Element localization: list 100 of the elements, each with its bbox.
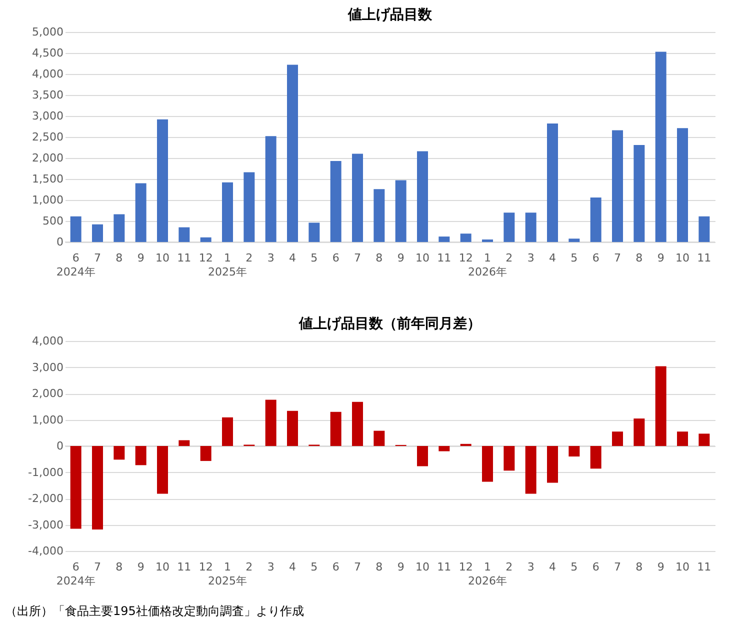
x-tick-label: 11 (177, 252, 192, 264)
bar (590, 446, 602, 469)
bar (374, 430, 385, 446)
chart-title: 値上げ品目数（前年同月差） (298, 316, 481, 332)
x-tick-label: 11 (177, 560, 192, 574)
text: （出所）「食品主要195社価格改定動向調査」より作成 (5, 604, 304, 618)
y-tick-label: -4,000 (28, 544, 64, 558)
x-tick-label: 3 (267, 560, 274, 574)
x-tick-label: 10 (416, 252, 430, 264)
bar (482, 239, 493, 242)
x-tick-label: 6 2024年 (56, 252, 96, 278)
x-tick-label: 6 (592, 560, 600, 574)
x-tick-label: 7 (94, 560, 101, 574)
bar (178, 440, 190, 446)
x-tick-label: 4 (549, 252, 556, 264)
x-tick-label: 12 (198, 252, 213, 264)
x-tick-label: 11 (697, 252, 712, 264)
x-tick-label: 11 (437, 252, 452, 264)
bar (330, 412, 342, 446)
bar (70, 446, 82, 529)
bar (590, 197, 602, 242)
bar (352, 402, 363, 446)
x-tick-label: 6 (332, 560, 340, 574)
x-tick-label: 7 (94, 252, 101, 264)
y-tick-label: 4,000 (32, 334, 64, 348)
x-tick-label: 10 (676, 560, 690, 574)
y-tick-label: 3,500 (32, 88, 64, 102)
x-tick-label: 8 (636, 560, 643, 574)
x-tick-label: 3 (267, 252, 274, 264)
bar (655, 366, 666, 446)
x-tick-label: 5 (570, 560, 578, 574)
y-tick-label: 500 (42, 214, 64, 228)
x-tick-label: 9 (397, 252, 404, 264)
x-tick-label: 3 (527, 560, 534, 574)
y-tick-label: 3,000 (32, 110, 64, 122)
x-tick-label: 2 (506, 560, 513, 574)
bar (287, 410, 298, 446)
x-tick-label: 5 (570, 252, 578, 264)
x-tick-label: 11 (437, 560, 452, 574)
bar (698, 434, 710, 446)
y-tick-label: 1,500 (32, 172, 64, 186)
x-tick-label: 4 (549, 560, 556, 574)
x-tick-label: 9 (137, 252, 144, 264)
x-tick-label: 2 (246, 252, 253, 264)
bar (352, 154, 363, 242)
bar (547, 446, 558, 483)
x-tick-label: 5 (310, 252, 318, 264)
x-tick-label: 12 (198, 560, 213, 574)
bar (395, 180, 406, 242)
bar (525, 446, 536, 494)
x-tick-label: 7 (614, 252, 621, 264)
bar (634, 144, 645, 242)
bar (482, 446, 493, 482)
bar (222, 182, 233, 242)
bar (525, 212, 536, 242)
bar (417, 151, 428, 242)
x-tick-label: 6 (592, 252, 600, 264)
bar (504, 212, 515, 242)
y-tick-label: 2,000 (32, 387, 64, 400)
bar (70, 216, 82, 242)
x-tick-label: 7 (614, 560, 621, 574)
x-tick-label: 4 (289, 560, 296, 574)
x-tick-label: 8 (376, 560, 383, 574)
bar (568, 238, 580, 242)
y-tick-label: 0 (56, 236, 64, 248)
x-tick-label: 9 (657, 252, 664, 264)
bar (677, 432, 688, 446)
bar (330, 160, 342, 242)
x-tick-label: 5 (310, 560, 318, 574)
y-tick-label: -2,000 (28, 492, 64, 505)
x-tick-label: 6 (332, 252, 340, 264)
y-tick-label: -3,000 (28, 518, 64, 532)
y-tick-label: 2,500 (32, 130, 64, 144)
y-tick-label: 4,500 (32, 46, 64, 60)
y-tick-label: 4,000 (32, 68, 64, 80)
bar (547, 124, 558, 242)
bar (568, 446, 580, 456)
bar (114, 446, 125, 460)
bar (135, 446, 146, 466)
x-tick-label: 10 (416, 560, 430, 574)
x-tick-label: 6 2024年 (56, 560, 96, 588)
x-tick-label: 10 (156, 252, 170, 264)
x-tick-label: 7 (354, 252, 361, 264)
bar (698, 216, 710, 242)
bar (244, 172, 255, 242)
bar (92, 224, 103, 242)
bar (157, 446, 168, 494)
bar (287, 64, 298, 242)
y-tick-label: 5,000 (32, 26, 64, 38)
bar (135, 183, 146, 242)
bar (634, 418, 645, 446)
x-tick-label: 12 (458, 560, 473, 574)
x-tick-label: 10 (676, 252, 690, 264)
bar (438, 446, 450, 452)
x-tick-label: 11 (697, 560, 712, 574)
bar (460, 234, 472, 242)
x-tick-label: 9 (137, 560, 144, 574)
x-tick-label: 8 (376, 252, 383, 264)
x-tick-label: 3 (527, 252, 534, 264)
x-tick-label: 10 (156, 560, 170, 574)
